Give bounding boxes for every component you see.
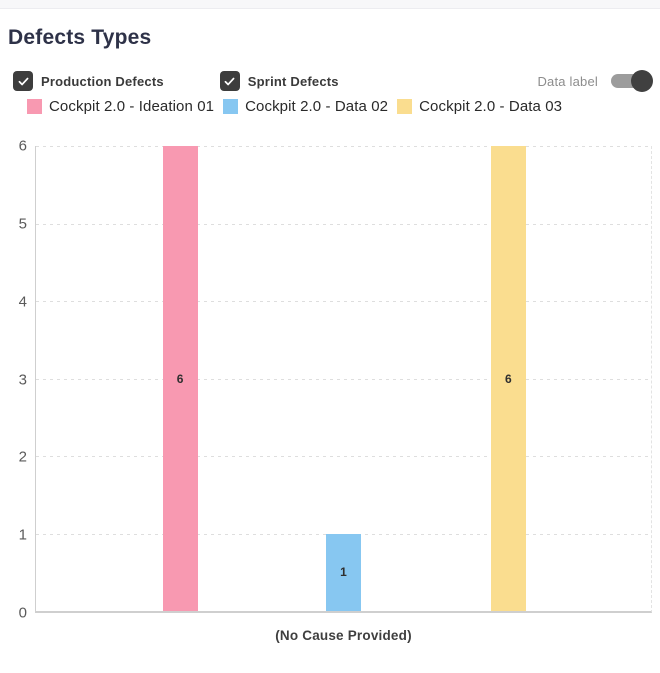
y-axis: 0 1 2 3 4 5 6 — [0, 139, 27, 621]
checkbox-checked-icon — [219, 71, 240, 91]
legend-item[interactable]: Cockpit 2.0 - Data 02 — [223, 98, 388, 115]
bar[interactable]: 1 — [326, 533, 361, 611]
legend-swatch-icon — [397, 98, 413, 114]
legend-swatch-icon — [223, 98, 239, 114]
x-axis-category-label: (No Cause Provided) — [275, 628, 412, 643]
legend-item[interactable]: Cockpit 2.0 - Data 03 — [397, 98, 562, 115]
data-label-toggle[interactable] — [611, 70, 653, 92]
bar-value-label: 1 — [340, 565, 347, 580]
gridline — [36, 456, 651, 458]
toggle-label: Data label — [537, 73, 598, 89]
controls-row: Production Defects Sprint Defects Data l… — [13, 69, 653, 93]
page-title: Defects Types — [8, 26, 152, 49]
bar[interactable]: 6 — [490, 146, 526, 611]
legend-swatch-icon — [27, 98, 42, 114]
bar-value-label: 6 — [504, 371, 512, 386]
checkbox-production-defects[interactable]: Production Defects — [13, 71, 164, 91]
y-tick-label: 2 — [18, 448, 27, 466]
data-label-toggle-group: Data label — [537, 70, 653, 92]
checkbox-checked-icon — [13, 71, 33, 91]
legend-label: Cockpit 2.0 - Data 03 — [419, 97, 563, 115]
legend-label: Cockpit 2.0 - Data 02 — [245, 97, 389, 115]
checkbox-label: Production Defects — [41, 73, 164, 89]
y-tick-label: 5 — [18, 215, 27, 233]
gridline — [36, 223, 651, 225]
checkbox-sprint-defects[interactable]: Sprint Defects — [219, 71, 339, 91]
gridline — [36, 146, 651, 147]
legend: Cockpit 2.0 - Ideation 01 Cockpit 2.0 - D… — [27, 96, 562, 116]
y-tick-label: 4 — [18, 293, 27, 311]
legend-item[interactable]: Cockpit 2.0 - Ideation 01 — [27, 98, 214, 115]
y-tick-label: 1 — [18, 526, 27, 544]
y-tick-label: 3 — [18, 371, 27, 388]
y-tick-label: 0 — [18, 604, 27, 622]
y-tick-label: 6 — [18, 137, 27, 155]
legend-label: Cockpit 2.0 - Ideation 01 — [49, 97, 215, 115]
gridline — [36, 301, 651, 303]
toggle-knob — [631, 70, 653, 92]
top-strip — [0, 0, 660, 9]
checkbox-label: Sprint Defects — [247, 73, 339, 89]
plot-area: 6 1 6 — [35, 146, 652, 613]
bar-value-label: 6 — [176, 371, 184, 386]
gridline — [36, 378, 651, 380]
bar[interactable]: 6 — [162, 146, 198, 611]
